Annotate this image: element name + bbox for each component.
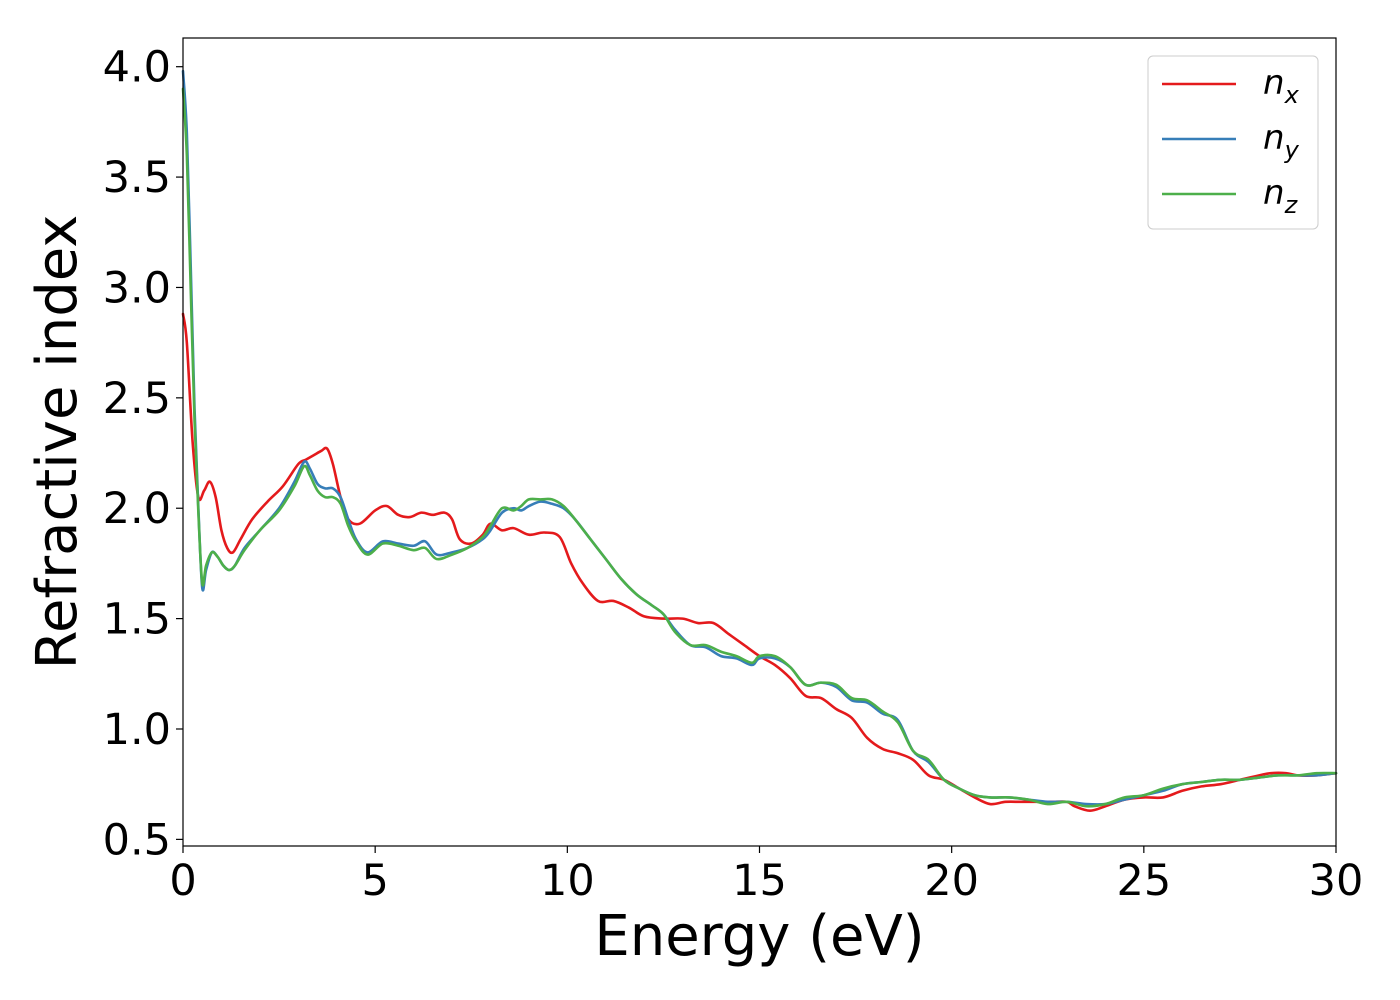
series-line-nx	[181, 312, 1338, 812]
series-line-nz	[181, 87, 1338, 808]
y-tick-label: 3.0	[103, 263, 171, 313]
x-tick-label: 10	[540, 856, 595, 906]
legend-frame	[1147, 55, 1319, 230]
x-tick-label: 20	[924, 856, 979, 906]
x-tick-label: 0	[169, 856, 196, 906]
x-tick-label: 15	[732, 856, 787, 906]
x-tick-label: 30	[1309, 856, 1364, 906]
y-axis-ticks: 0.5 1.0 1.5 2.0 2.5 3.0 3.5 4.0	[103, 43, 183, 865]
x-axis-label: Energy (eV)	[594, 904, 924, 969]
y-tick-label: 4.0	[103, 43, 171, 93]
y-tick-label: 2.0	[103, 484, 171, 534]
y-tick-label: 3.5	[103, 153, 171, 203]
y-tick-label: 2.5	[103, 374, 171, 424]
x-tick-label: 5	[361, 856, 388, 906]
y-axis-label: Refractive index	[25, 215, 90, 670]
x-axis-ticks: 0 5 10 15 20 25 30	[169, 846, 1363, 906]
x-tick-label: 25	[1116, 856, 1171, 906]
y-tick-label: 1.0	[103, 705, 171, 755]
plot-lines	[181, 69, 1338, 812]
y-tick-label: 0.5	[103, 815, 171, 865]
y-tick-label: 1.5	[103, 595, 171, 645]
